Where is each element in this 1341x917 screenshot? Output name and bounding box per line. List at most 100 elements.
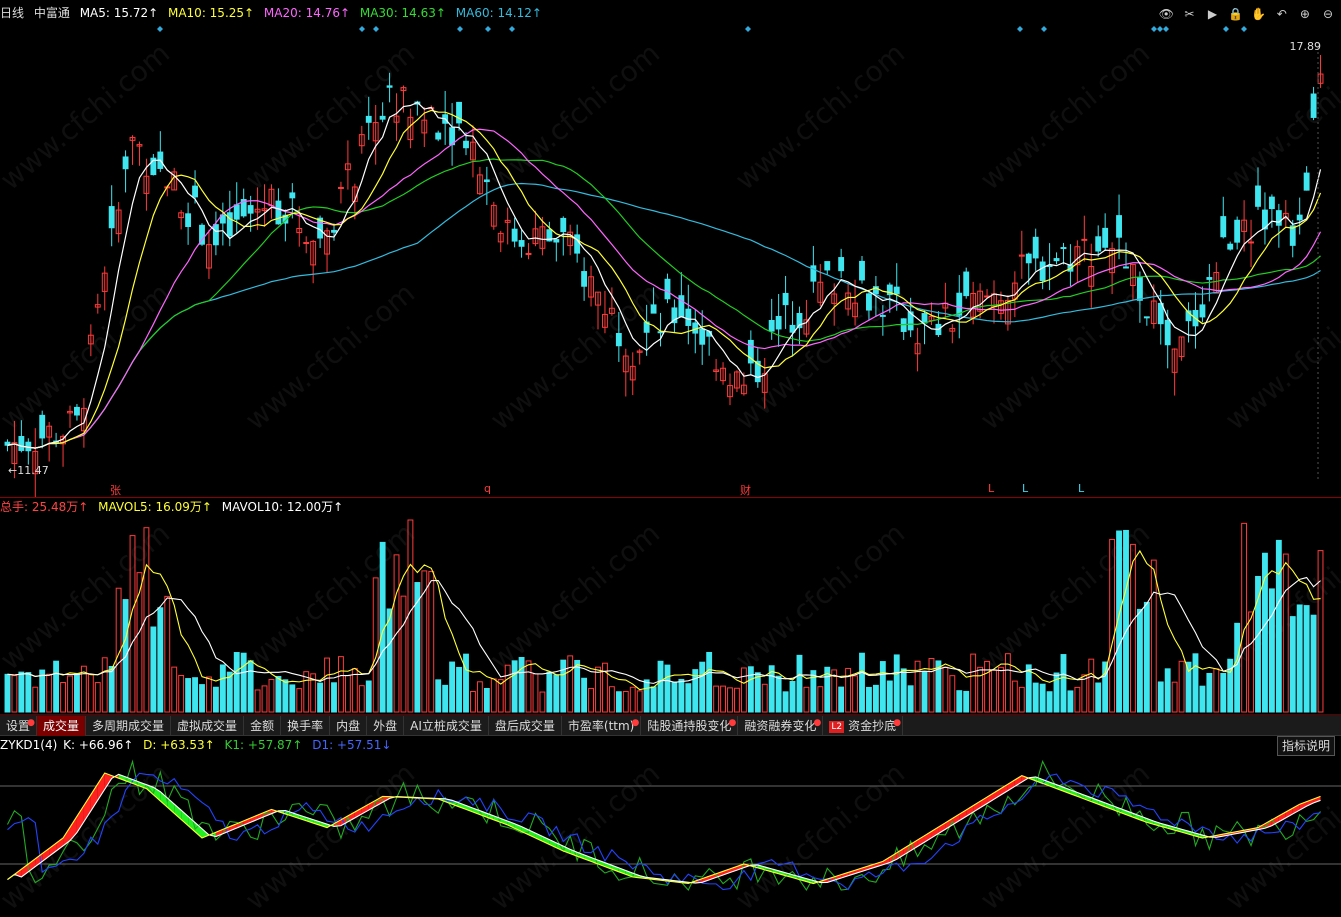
volume-bar: [560, 659, 567, 713]
volume-bar: [185, 678, 192, 713]
volume-bar: [1123, 529, 1129, 713]
volume-bar: [727, 687, 733, 713]
candle-body: [94, 304, 101, 308]
volume-bar: [1130, 543, 1136, 713]
kd-indicator-chart[interactable]: [0, 756, 1341, 895]
tab-2[interactable]: 多周期成交量: [86, 716, 172, 736]
candle-body: [664, 278, 671, 300]
volume-legend: 总手: 25.48万↑ MAVOL5: 16.09万↑ MAVOL10: 12.…: [0, 498, 349, 516]
kd-fill-band: [188, 816, 196, 832]
volume-bar: [1220, 672, 1227, 713]
volume-bar: [344, 675, 351, 713]
tab-13[interactable]: L2 资金抄底 ●: [823, 716, 904, 736]
candle-body: [386, 85, 393, 88]
mavol5-label: MAVOL5: 16.09万↑: [98, 500, 212, 514]
candle-body: [567, 231, 574, 247]
candle-body: [1262, 209, 1268, 230]
tab-dot: ●: [27, 718, 36, 728]
volume-bar: [18, 671, 25, 713]
kd-fill-band: [542, 836, 550, 845]
volume-bar: [1018, 686, 1025, 713]
candle-body: [74, 406, 80, 416]
play-icon[interactable]: ▶: [1207, 7, 1218, 21]
candle-body: [483, 179, 490, 183]
volume-bar: [338, 656, 344, 713]
volume-bar: [831, 669, 838, 713]
candle-body: [233, 204, 240, 220]
candle-body: [136, 144, 143, 147]
volume-bar: [553, 674, 560, 713]
event-marker[interactable]: L: [1078, 482, 1085, 495]
tab-6[interactable]: 内盘: [330, 716, 368, 736]
d-value: D: +63.53↑: [143, 738, 215, 752]
event-marker[interactable]: 财: [740, 484, 751, 497]
event-marker[interactable]: 张: [110, 484, 121, 497]
eye-icon[interactable]: 👁: [1158, 7, 1174, 21]
kd-fill-band: [1000, 784, 1008, 795]
indicator-help-button[interactable]: 指标说明: [1276, 736, 1335, 756]
tab-1[interactable]: 成交量: [37, 716, 87, 736]
event-marker[interactable]: L: [1022, 482, 1029, 495]
kd-fill-band: [896, 848, 904, 860]
kd-fill-band: [486, 813, 494, 820]
tab-5[interactable]: 换手率: [281, 716, 331, 736]
kd-fill-band: [924, 831, 932, 843]
volume-bar: [949, 675, 956, 713]
tab-dot: ●: [631, 718, 640, 728]
candle-body: [310, 240, 317, 266]
ma10-label: MA10: 15.25↑: [167, 6, 255, 20]
event-marker[interactable]: q: [484, 482, 491, 495]
volume-bar: [470, 691, 476, 713]
mavol5-line: [7, 549, 1321, 691]
zoom-out-icon[interactable]: ⊖: [1322, 7, 1334, 21]
hand-icon[interactable]: ✋: [1251, 7, 1267, 21]
volume-bar: [32, 686, 39, 713]
volume-bar: [74, 673, 80, 713]
zoom-in-icon[interactable]: ⊕: [1299, 7, 1310, 21]
tab-label: 市盈率(ttm): [567, 719, 635, 733]
tab-3[interactable]: 虚拟成交量: [171, 716, 245, 736]
tab-11[interactable]: 陆股通持股变化 ●: [641, 716, 739, 736]
kd-legend: ZYKD1(4) K: +66.96↑ D: +63.53↑ K1: +57.8…: [0, 736, 397, 754]
kd-fill-band: [875, 861, 883, 867]
volume-bar: [268, 678, 275, 713]
volume-bar: [685, 683, 692, 713]
lock-icon[interactable]: 🔒: [1228, 7, 1244, 21]
tab-10[interactable]: 市盈率(ttm) ●: [562, 716, 642, 736]
candle-body: [977, 290, 984, 312]
tab-12[interactable]: 融资融券变化 ●: [738, 716, 824, 736]
scissors-icon[interactable]: ✂: [1184, 7, 1195, 21]
candle-body: [212, 224, 219, 246]
tab-8[interactable]: AI立桩成交量: [404, 716, 489, 736]
volume-bar: [219, 664, 226, 713]
kd-fill-band: [535, 833, 543, 842]
tab-9[interactable]: 盘后成交量: [489, 716, 562, 736]
volume-bar: [240, 652, 247, 713]
tab-0[interactable]: 设置 ●: [0, 716, 38, 736]
kd-fill-band: [604, 862, 612, 870]
volume-chart[interactable]: [0, 516, 1341, 714]
volume-bar: [754, 672, 761, 713]
volume-bar: [595, 666, 601, 713]
signal-diamond: [1163, 26, 1169, 32]
kd-fill-band: [1126, 810, 1133, 818]
candle-body: [1199, 304, 1206, 318]
event-marker[interactable]: L: [988, 482, 995, 495]
ma5-label: MA5: 15.72↑: [79, 6, 159, 20]
candlestick-chart[interactable]: [0, 22, 1341, 497]
undo-icon[interactable]: ↶: [1276, 7, 1287, 21]
tab-4[interactable]: 金额: [244, 716, 282, 736]
tab-label: 多周期成交量: [92, 719, 165, 733]
tab-7[interactable]: 外盘: [367, 716, 405, 736]
kd-fill-band: [855, 868, 862, 874]
volume-bar: [400, 595, 407, 713]
kd-fill-band: [236, 820, 244, 828]
kd-fill-band: [347, 812, 355, 822]
volume-bar: [310, 673, 317, 713]
candle-body: [789, 324, 796, 333]
volume-bar: [504, 664, 511, 713]
volume-bar: [108, 665, 115, 713]
k1-value: K1: +57.87↑: [224, 738, 303, 752]
candle-body: [1268, 196, 1275, 210]
tab-label: 陆股通持股变化: [647, 719, 732, 733]
